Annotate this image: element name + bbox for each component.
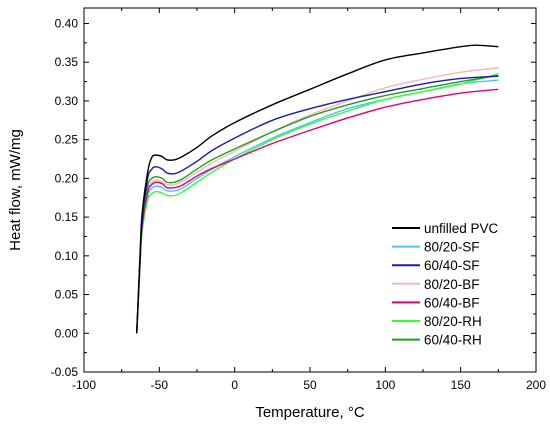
y-tick-label: 0.05 [55,288,79,302]
x-tick-label: 100 [375,378,395,392]
axis-ticks: -100 -50 0 50 100 150 200 -0.05 0.00 0.05 0.10 0.15… [51,8,546,392]
x-axis-label: Temperature, °C [255,404,365,421]
legend-label-80-20-bf: 80/20-BF [424,277,480,292]
y-tick-label: 0.10 [55,249,79,263]
legend-label-80-20-sf: 80/20-SF [424,240,480,255]
x-tick-label: -100 [72,378,96,392]
x-tick-label: 0 [231,378,238,392]
y-tick-label: 0.00 [55,326,79,340]
series-line-60-40-bf [136,88,499,334]
legend-label-60-40-sf: 60/40-SF [424,258,480,273]
x-tick-label: 50 [303,378,317,392]
legend-label-60-40-bf: 60/40-BF [424,295,480,310]
y-tick-label: 0.15 [55,210,79,224]
plot-area [83,7,537,373]
series-line-80-20-rh [136,73,499,334]
series-line-80-20-bf [136,66,499,334]
y-tick-label: 0.30 [55,94,79,108]
series-lines [136,44,499,334]
y-axis-label: Heat flow, mW/mg [7,129,24,251]
legend: unfilled PVC 80/20-SF 60/40-SF 80/20-BF 60/4… [392,221,499,348]
x-tick-label: 200 [526,378,546,392]
legend-label-unfilled-pvc: unfilled PVC [424,221,499,236]
y-tick-label: 0.35 [55,55,79,69]
x-tick-label: -50 [151,378,169,392]
series-line-60-40-sf [136,75,499,334]
series-line-unfilled-pvc [136,44,499,334]
y-tick-label: 0.20 [55,171,79,185]
y-tick-label: 0.40 [55,16,79,30]
y-tick-label: 0.25 [55,133,79,147]
legend-label-60-40-rh: 60/40-RH [424,333,482,348]
series-line-60-40-rh [136,74,499,334]
x-tick-label: 150 [451,378,471,392]
y-tick-label: -0.05 [51,365,79,379]
legend-label-80-20-rh: 80/20-RH [424,314,482,329]
